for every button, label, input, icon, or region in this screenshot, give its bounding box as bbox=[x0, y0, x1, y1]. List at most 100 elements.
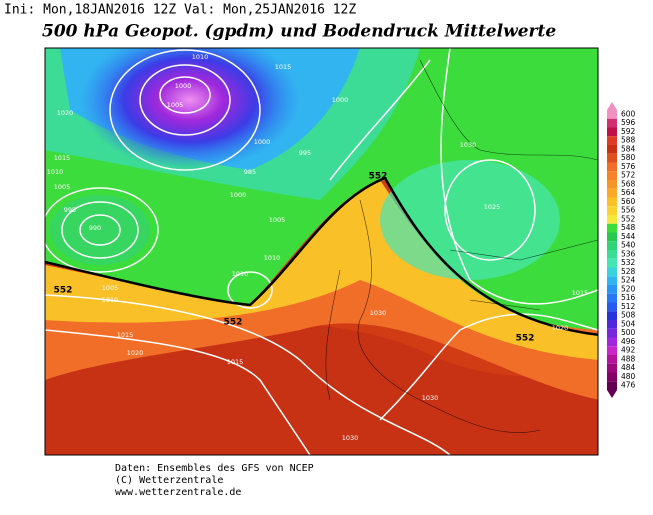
footer-line: www.wetterzentrale.de bbox=[115, 487, 241, 498]
colorbar-label: 600 bbox=[621, 109, 636, 118]
colorbar-label: 480 bbox=[621, 372, 636, 381]
contour-label: 1020 bbox=[57, 109, 74, 117]
colorbar-swatch bbox=[607, 241, 617, 250]
colorbar-label: 484 bbox=[621, 363, 636, 372]
colorbar-label: 588 bbox=[621, 136, 636, 145]
contour-label: 1005 bbox=[54, 183, 71, 191]
contour-label: 552 bbox=[54, 286, 73, 296]
colorbar-label: 504 bbox=[621, 319, 636, 328]
footer-line: (C) Wetterzentrale bbox=[115, 475, 223, 486]
colorbar-label: 596 bbox=[621, 118, 636, 127]
colorbar-swatch bbox=[607, 223, 617, 233]
colorbar-swatch bbox=[607, 188, 617, 198]
colorbar-swatch bbox=[607, 302, 617, 312]
colorbar-swatch bbox=[607, 381, 617, 390]
contour-label: 1025 bbox=[484, 203, 501, 211]
colorbar-swatch bbox=[607, 215, 617, 224]
contour-label: 1000 bbox=[254, 138, 271, 146]
colorbar-label: 548 bbox=[621, 223, 636, 232]
contour-label: 1005 bbox=[102, 284, 119, 292]
colorbar-swatch bbox=[607, 153, 617, 163]
colorbar-swatch bbox=[607, 355, 617, 364]
contour-label: 1015 bbox=[227, 358, 244, 366]
colorbar-swatch bbox=[607, 197, 617, 207]
colorbar-label: 576 bbox=[621, 162, 636, 171]
contour-label: 995 bbox=[64, 206, 76, 214]
contour-label: 1000 bbox=[332, 96, 349, 104]
colorbar-swatch bbox=[607, 232, 617, 242]
contour-label: 1010 bbox=[102, 296, 119, 304]
colorbar-label: 580 bbox=[621, 153, 636, 162]
contour-label: 1030 bbox=[460, 141, 477, 149]
colorbar-swatch bbox=[607, 346, 617, 355]
contour-label: 552 bbox=[516, 334, 535, 344]
map: 1010 1015 1000 1005 1000 1020 1015 1010 1005 995 9… bbox=[45, 48, 598, 455]
colorbar-label: 560 bbox=[621, 197, 636, 206]
colorbar-label: 572 bbox=[621, 171, 636, 180]
colorbar-arrow bbox=[607, 390, 617, 398]
colorbar-swatch bbox=[607, 145, 617, 154]
colorbar-label: 564 bbox=[621, 188, 636, 197]
colorbar-swatch bbox=[607, 293, 617, 303]
colorbar-label: 532 bbox=[621, 258, 636, 267]
colorbar-swatch bbox=[607, 136, 617, 145]
colorbar-swatch bbox=[607, 372, 617, 382]
colorbar-label: 536 bbox=[621, 249, 636, 258]
contour-label: 1030 bbox=[422, 394, 439, 402]
colorbar-swatch bbox=[607, 206, 617, 215]
colorbar-swatch bbox=[607, 110, 617, 119]
colorbar-label: 520 bbox=[621, 284, 636, 293]
footer-line: Daten: Ensembles des GFS von NCEP bbox=[115, 463, 314, 474]
contour-label: 1010 bbox=[264, 254, 281, 262]
contour-label: 1020 bbox=[127, 349, 144, 357]
colorbar-label: 568 bbox=[621, 179, 636, 188]
colorbar-label: 516 bbox=[621, 293, 636, 302]
contour-label: 1000 bbox=[230, 191, 247, 199]
colorbar-label: 476 bbox=[621, 381, 636, 390]
colorbar-swatch bbox=[607, 250, 617, 259]
contour-label: 1005 bbox=[167, 101, 184, 109]
colorbar-label: 552 bbox=[621, 214, 636, 223]
colorbar-swatch bbox=[607, 162, 617, 172]
colorbar-swatch bbox=[607, 127, 617, 137]
colorbar-arrow bbox=[607, 102, 617, 110]
contour-label: 1015 bbox=[54, 154, 71, 162]
contour-label: 1010 bbox=[192, 53, 209, 61]
contour-label: 990 bbox=[89, 224, 101, 232]
contour-label: 1005 bbox=[269, 216, 286, 224]
colorbar-label: 584 bbox=[621, 144, 636, 153]
contour-label: 995 bbox=[299, 149, 311, 157]
colorbar-label: 540 bbox=[621, 241, 636, 250]
colorbar-swatch bbox=[607, 328, 617, 338]
map-title: 500 hPa Geopot. (gpdm) und Bodendruck Mi… bbox=[42, 22, 556, 42]
colorbar-label: 556 bbox=[621, 206, 636, 215]
colorbar-label: 592 bbox=[621, 127, 636, 136]
colorbar-label: 492 bbox=[621, 346, 636, 355]
init-line: Ini: Mon,18JAN2016 12Z Val: Mon,25JAN201… bbox=[4, 3, 356, 18]
contour-label: 1015 bbox=[117, 331, 134, 339]
colorbar-swatch bbox=[607, 258, 617, 268]
colorbar-swatch bbox=[607, 337, 617, 347]
colorbar-label: 500 bbox=[621, 328, 636, 337]
colorbar-label: 524 bbox=[621, 276, 636, 285]
colorbar-label: 496 bbox=[621, 337, 636, 346]
colorbar-swatch bbox=[607, 276, 617, 285]
contour-label: 1010 bbox=[232, 270, 249, 278]
contour-label: 1000 bbox=[175, 82, 192, 90]
colorbar-swatch bbox=[607, 320, 617, 329]
contour-label: 1015 bbox=[275, 63, 292, 71]
contour-label: 1030 bbox=[342, 434, 359, 442]
colorbar-label: 528 bbox=[621, 267, 636, 276]
colorbar-swatch bbox=[607, 180, 617, 189]
contour-label: 1010 bbox=[47, 168, 64, 176]
colorbar-swatch bbox=[607, 311, 617, 320]
contour-label: 552 bbox=[369, 172, 388, 182]
colorbar-swatch bbox=[607, 171, 617, 180]
contour-label: 985 bbox=[244, 168, 256, 176]
colorbar-swatch bbox=[607, 267, 617, 277]
colorbar-label: 512 bbox=[621, 302, 636, 311]
colorbar-swatch bbox=[607, 285, 617, 294]
colorbar-swatch bbox=[607, 118, 617, 128]
colorbar-swatch bbox=[607, 363, 617, 373]
